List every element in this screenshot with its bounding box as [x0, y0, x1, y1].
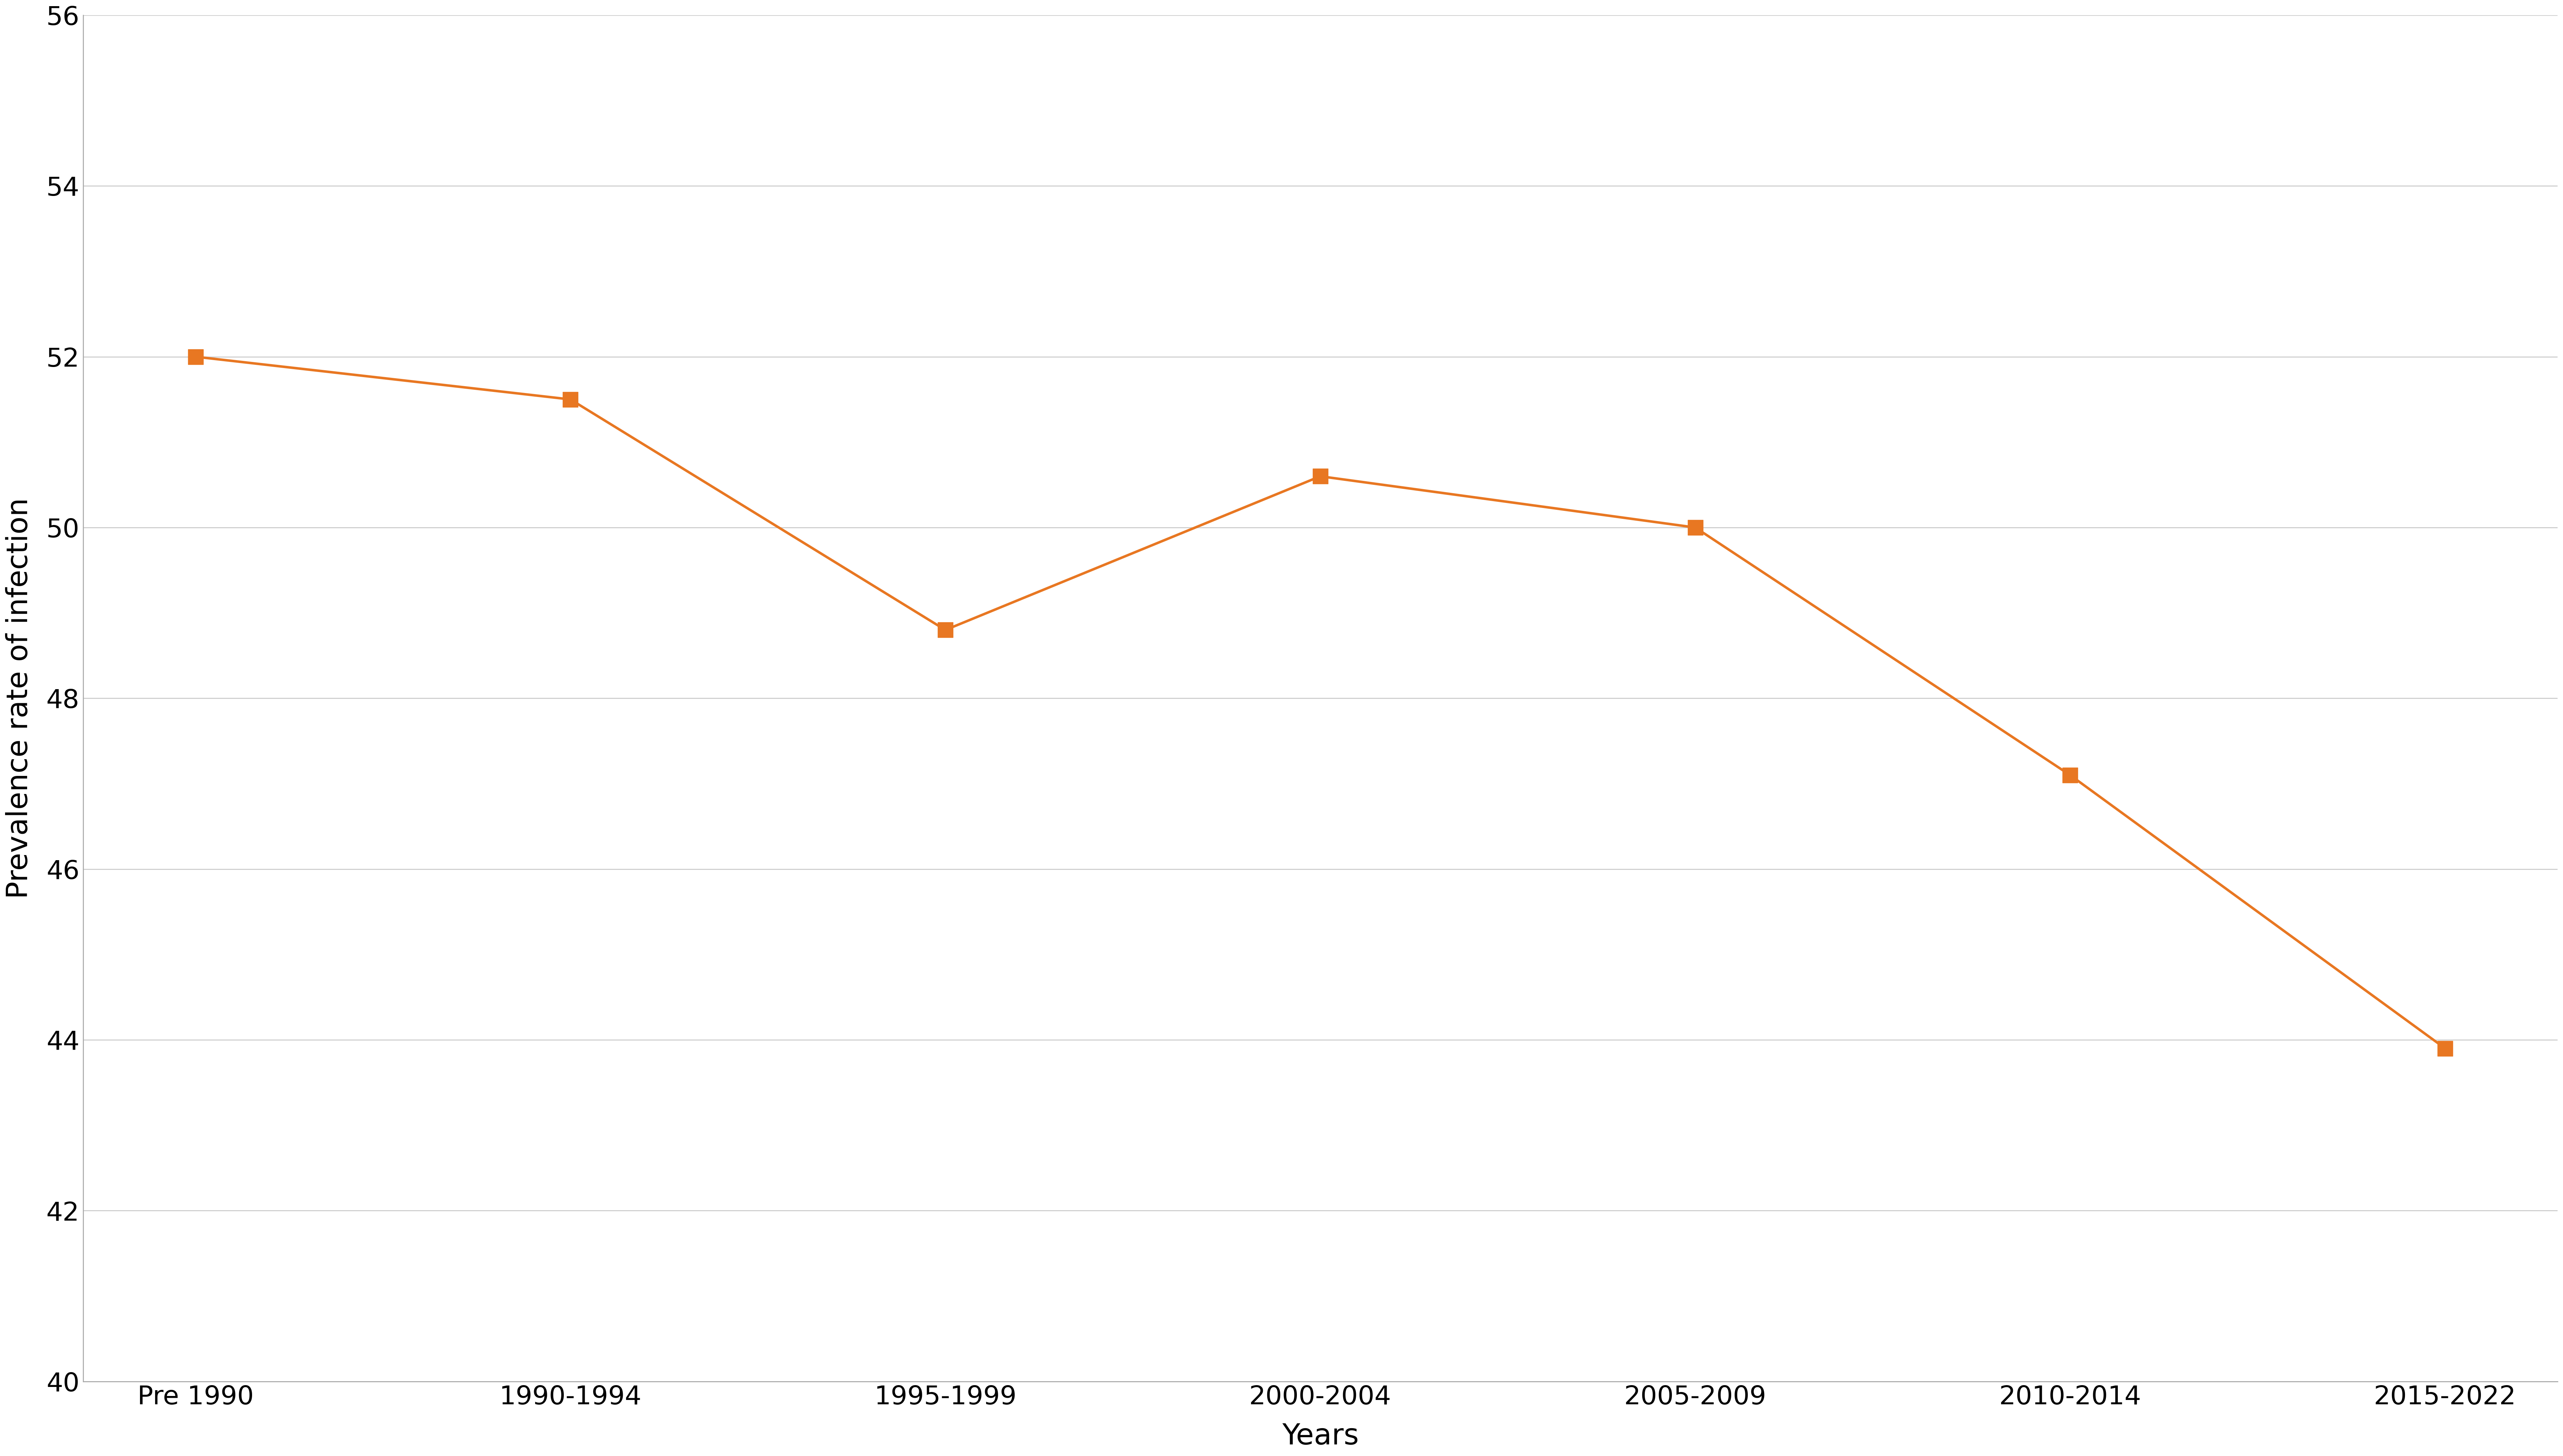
Y-axis label: Prevalence rate of infection: Prevalence rate of infection: [5, 498, 33, 898]
X-axis label: Years: Years: [1282, 1423, 1358, 1450]
